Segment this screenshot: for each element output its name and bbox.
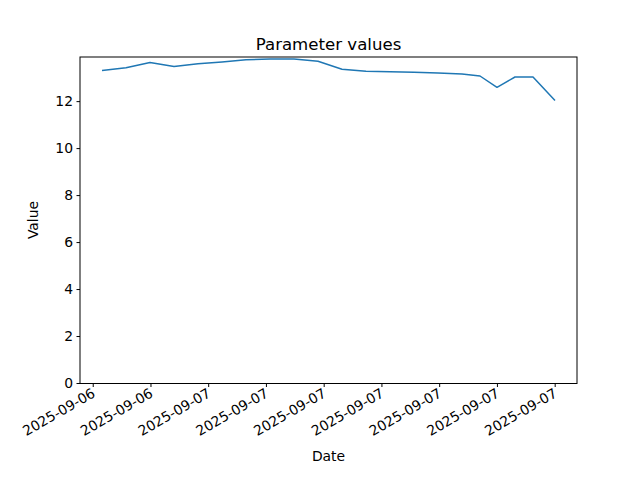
y-axis-label: Value: [25, 201, 41, 239]
y-tick-label: 12: [55, 93, 73, 109]
x-axis-label: Date: [312, 448, 345, 464]
line-chart-canvas: 024681012 2025-09-062025-09-062025-09-07…: [0, 0, 640, 480]
chart-figure: 024681012 2025-09-062025-09-062025-09-07…: [0, 0, 640, 480]
y-tick-label: 8: [64, 187, 73, 203]
y-tick-label: 10: [55, 140, 73, 156]
y-tick-label: 4: [64, 281, 73, 297]
figure-background: [0, 0, 640, 480]
y-tick-label: 0: [64, 375, 73, 391]
chart-title: Parameter values: [256, 35, 402, 54]
y-tick-label: 6: [64, 234, 73, 250]
y-tick-label: 2: [64, 328, 73, 344]
